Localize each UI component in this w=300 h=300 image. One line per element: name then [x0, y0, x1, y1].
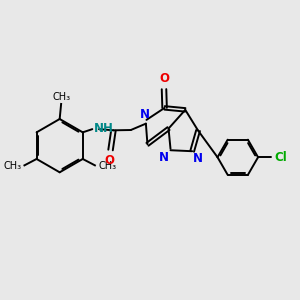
Text: Cl: Cl [274, 151, 287, 164]
Text: NH: NH [94, 122, 114, 135]
Text: CH₃: CH₃ [52, 92, 70, 102]
Text: N: N [193, 152, 203, 165]
Text: CH₃: CH₃ [98, 161, 116, 171]
Text: N: N [159, 152, 169, 164]
Text: CH₃: CH₃ [3, 161, 21, 171]
Text: O: O [159, 72, 169, 86]
Text: O: O [105, 154, 115, 167]
Text: N: N [140, 108, 150, 121]
